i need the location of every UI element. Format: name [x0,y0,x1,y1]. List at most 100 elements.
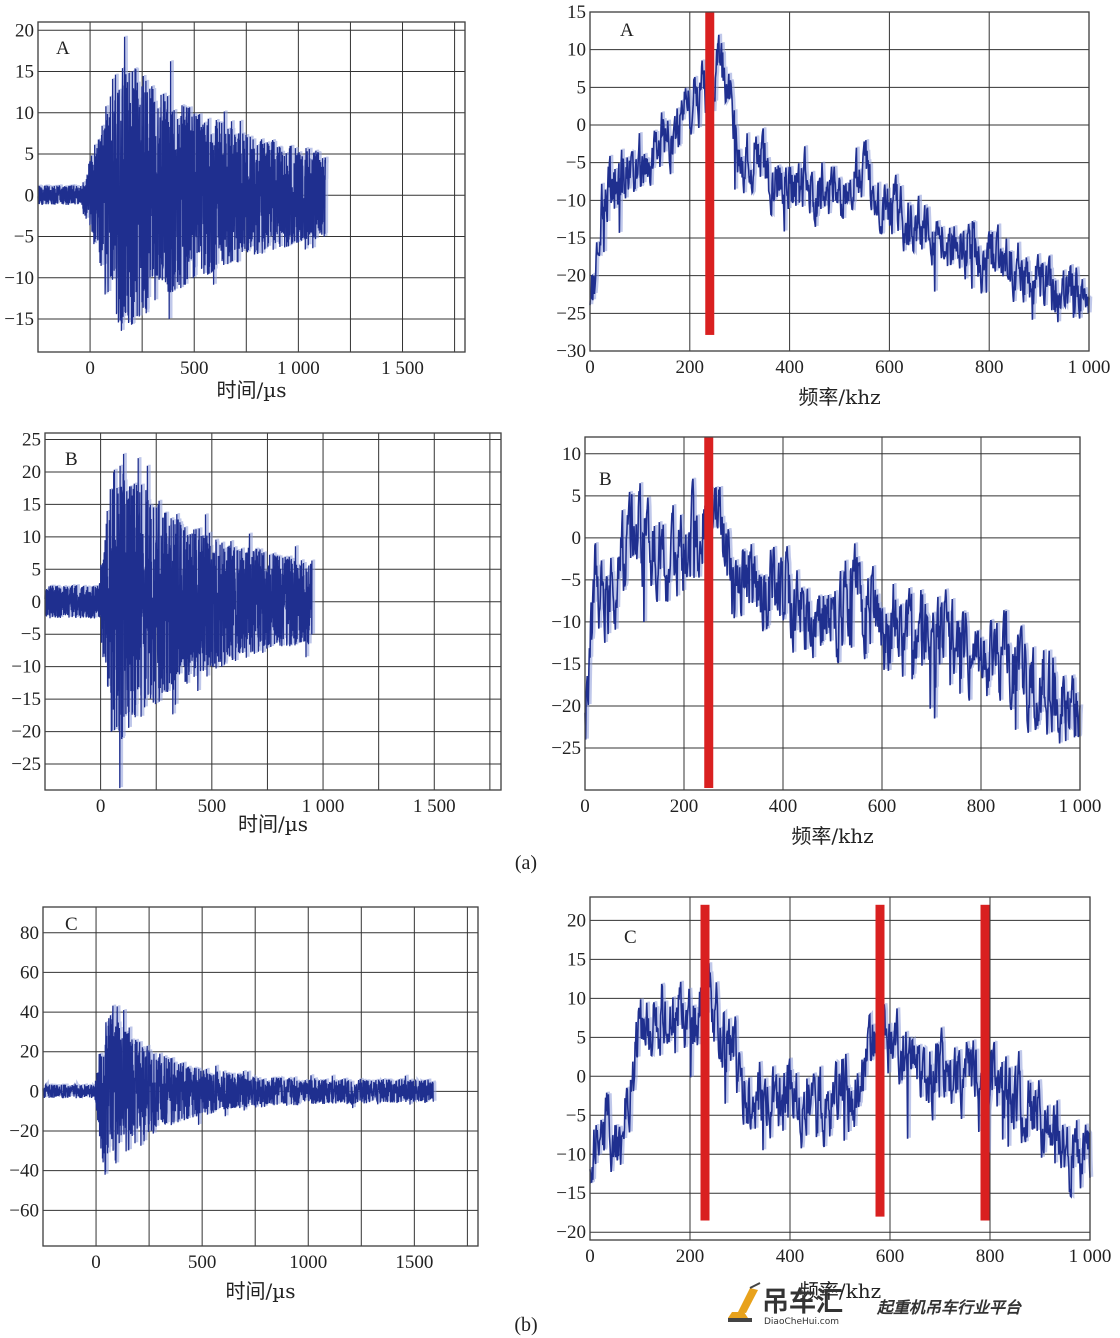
series-line [584,478,1081,744]
y-tick-label: 0 [572,528,582,549]
y-tick-label: 10 [15,103,34,124]
panel-label: C [624,927,637,948]
x-axis-label: 时间/µs [238,812,308,836]
x-tick-label: 0 [585,357,595,378]
crane-logo-icon [728,1282,761,1322]
panel-c-freq-chart: 0 200 400 600 800 1 000 −20 −15 −10 −5 0 5 10 15 20 频率/… [556,896,1112,1303]
y-tick-label: −20 [9,1121,39,1142]
y-tick-label: 20 [567,910,586,931]
x-tick-label: 200 [676,357,705,378]
y-tick-label: −25 [551,738,581,759]
panel-a-time-chart: 0 500 1 000 1 500 −15 −10 −5 0 5 10 15 20 时间/µs A [4,20,466,402]
y-tick-label: 15 [567,2,586,23]
x-tick-label: 0 [585,1246,595,1267]
x-tick-label: 500 [198,796,227,817]
y-tick-label: −25 [11,754,41,775]
series-line [589,34,1090,323]
y-tick-label: 20 [22,462,41,483]
y-tick-label: 60 [20,962,39,983]
watermark-brand: 吊车汇 [762,1286,843,1318]
y-tick-label: 5 [572,486,582,507]
x-tick-label: 600 [876,1246,905,1267]
x-tick-label: 0 [91,1252,101,1273]
y-tick-label: −10 [551,612,581,633]
y-tick-label: 40 [20,1002,39,1023]
series-line [42,1005,435,1175]
x-tick-label: 1 000 [302,796,345,817]
y-tick-label: 0 [30,1081,40,1102]
y-tick-label: 0 [577,115,587,136]
peak-marker-2 [875,904,885,1217]
y-tick-label: −10 [11,657,41,678]
series-line [37,36,327,331]
x-tick-label: 600 [875,357,904,378]
peak-marker-3 [980,904,990,1221]
series-line [589,963,1091,1199]
y-tick-label: 15 [567,949,586,970]
y-tick-label: −25 [556,303,586,324]
x-axis-label: 时间/µs [217,378,287,402]
peak-marker-1 [704,437,714,788]
y-tick-label: 20 [20,1042,39,1063]
x-tick-label: 400 [769,796,798,817]
x-tick-label: 1 500 [413,796,456,817]
y-tick-label: 80 [20,923,39,944]
watermark-slogan: 起重机吊车行业平台 [876,1298,1022,1317]
series-line [44,453,313,789]
y-tick-label: −5 [566,1105,586,1126]
y-tick-label: −30 [556,341,586,362]
plot-border [584,436,1081,791]
y-tick-label: 5 [577,77,587,98]
panel-label: B [599,469,612,490]
y-tick-label: 15 [22,494,41,515]
panel-label: A [56,38,70,59]
y-tick-label: 5 [577,1027,587,1048]
plot-border [589,11,1090,352]
plot-border [37,21,466,353]
x-tick-label: 1 000 [1068,357,1111,378]
panel-b-freq-chart: 0 200 400 600 800 1 000 −25 −20 −15 −10 −5 0 5 10 频率/k… [551,436,1101,848]
x-tick-label: 500 [180,358,209,379]
y-tick-label: −15 [556,1183,586,1204]
x-axis-label: 频率/khz [791,824,873,848]
y-tick-label: −5 [21,624,41,645]
plot-border [44,432,502,791]
y-tick-label: −5 [561,570,581,591]
peak-marker-1 [700,904,710,1221]
y-tick-label: −15 [4,309,34,330]
x-tick-label: 0 [96,796,106,817]
x-tick-label: 800 [976,1246,1005,1267]
x-tick-label: 800 [967,796,996,817]
y-tick-label: 0 [577,1066,587,1087]
y-tick-label: 5 [32,559,42,580]
y-tick-label: −15 [551,654,581,675]
panel-label: A [620,20,634,41]
x-tick-label: 1 000 [1069,1246,1112,1267]
panel-label: B [65,449,78,470]
y-tick-label: −20 [11,722,41,743]
x-tick-label: 400 [775,357,804,378]
y-tick-label: 10 [22,527,41,548]
x-tick-label: 200 [676,1246,705,1267]
y-tick-label: −20 [556,266,586,287]
y-tick-label: −40 [9,1161,39,1182]
y-tick-label: −5 [566,153,586,174]
y-tick-label: 10 [567,988,586,1009]
y-tick-label: 0 [32,592,42,613]
x-tick-label: 0 [580,796,590,817]
caption-b: (b) [514,1314,537,1336]
y-tick-label: 10 [567,40,586,61]
y-tick-label: 0 [25,185,35,206]
x-tick-label: 1 500 [381,358,424,379]
y-tick-label: 25 [22,429,41,450]
x-axis-label: 时间/µs [226,1279,296,1303]
y-tick-label: −15 [11,689,41,710]
x-tick-label: 1000 [289,1252,327,1273]
x-tick-label: 600 [868,796,897,817]
plot-border [42,906,479,1247]
x-tick-label: 1500 [395,1252,433,1273]
y-tick-label: −20 [556,1222,586,1243]
peak-marker-1 [705,12,715,335]
